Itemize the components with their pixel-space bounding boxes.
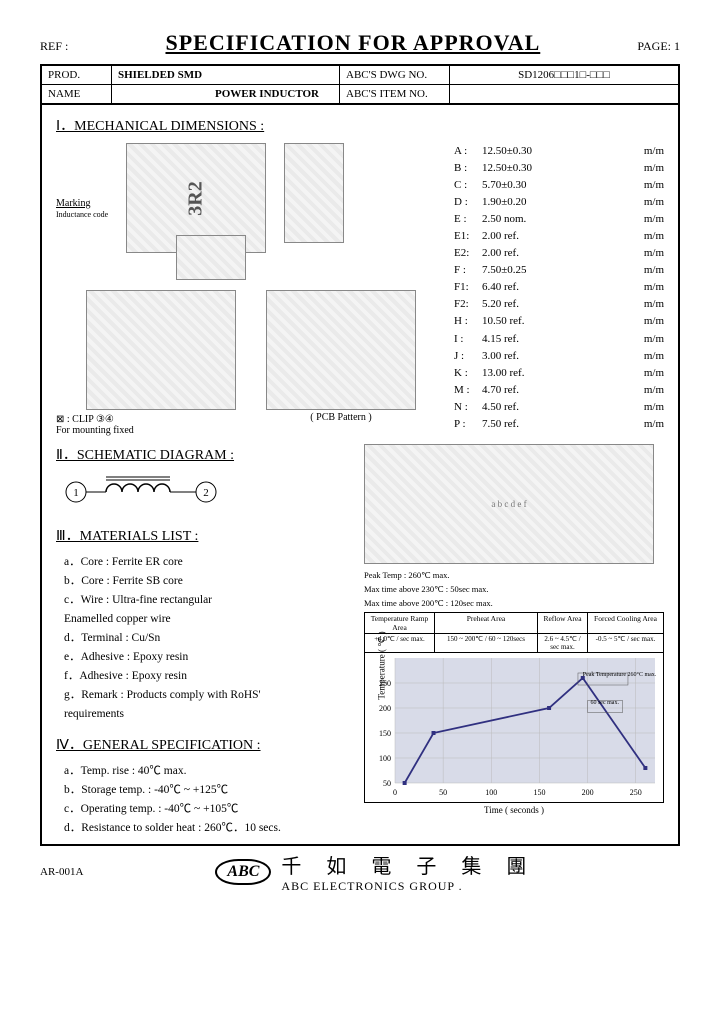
page-number: PAGE: 1 — [637, 39, 680, 54]
clip-label: ⊠ : CLIP ③④ — [56, 414, 114, 425]
mount-label: For mounting fixed — [56, 425, 134, 436]
form-code: AR-001A — [40, 866, 83, 878]
name-value: POWER INDUCTOR — [112, 84, 340, 103]
dimension-row: C : 5.70±0.30m/m — [454, 177, 664, 194]
dimension-row: F1: 6.40 ref.m/m — [454, 279, 664, 296]
svg-text:60 sec max.: 60 sec max. — [590, 700, 619, 706]
chart-zones-sub: +4.0℃ / sec max.150 ~ 200℃ / 60 ~ 120sec… — [364, 634, 664, 653]
prod-value: SHIELDED SMD — [112, 66, 340, 84]
list-item: g．Remark : Products comply with RoHS' — [56, 686, 344, 705]
dimension-row: I : 4.15 ref.m/m — [454, 331, 664, 348]
pcb-caption: ( PCB Pattern ) — [266, 412, 416, 423]
dimension-row: N : 4.50 ref.m/m — [454, 399, 664, 416]
list-item: a．Temp. rise : 40℃ max. — [56, 762, 344, 781]
company-logo-group: ABC 千 如 電 子 集 團 ABC ELECTRONICS GROUP . — [215, 850, 536, 894]
dimension-row: K :13.00 ref.m/m — [454, 365, 664, 382]
svg-text:200: 200 — [582, 788, 594, 797]
section-general-title: Ⅳ．GENERAL SPECIFICATION : — [56, 734, 344, 754]
dimension-row: D : 1.90±0.20m/m — [454, 194, 664, 211]
svg-text:2: 2 — [203, 487, 209, 499]
list-item: b．Core : Ferrite SB core — [56, 572, 344, 591]
svg-text:100: 100 — [485, 788, 497, 797]
logo-english: ABC ELECTRONICS GROUP . — [281, 879, 536, 894]
schematic-diagram: 1 2 — [56, 472, 256, 512]
reflow-chart: 50100150200250050100150200250Peak Temper… — [364, 653, 664, 803]
list-item: d．Terminal : Cu/Sn — [56, 629, 344, 648]
dimension-row: E1: 2.00 ref.m/m — [454, 228, 664, 245]
list-item: Enamelled copper wire — [56, 610, 344, 629]
dimension-row: M : 4.70 ref.m/m — [454, 382, 664, 399]
materials-list: a．Core : Ferrite ER coreb．Core : Ferrite… — [56, 553, 344, 724]
chart-note1: Peak Temp : 260℃ max. — [364, 570, 664, 581]
dwg-value: SD1206□□□1□-□□□ — [450, 66, 678, 84]
chart-ylabel: Temperature ( ℃ ) — [377, 631, 388, 699]
svg-text:150: 150 — [533, 788, 545, 797]
svg-text:250: 250 — [630, 788, 642, 797]
svg-text:Peak Temperature 260°C max.: Peak Temperature 260°C max. — [583, 671, 657, 678]
prod-label: PROD. — [42, 66, 112, 84]
dimension-row: E2: 2.00 ref.m/m — [454, 245, 664, 262]
svg-text:50: 50 — [439, 788, 447, 797]
marking-label: Marking — [56, 198, 90, 209]
mechanical-diagrams: 3R2 Marking Inductance code ⊠ — [56, 143, 438, 436]
page-title: SPECIFICATION FOR APPROVAL — [68, 30, 637, 56]
svg-text:50: 50 — [383, 779, 391, 788]
list-item: c．Wire : Ultra-fine rectangular — [56, 591, 344, 610]
logo-badge: ABC — [215, 859, 271, 885]
dimension-row: J : 3.00 ref.m/m — [454, 348, 664, 365]
svg-text:0: 0 — [393, 788, 397, 797]
marking-sublabel: Inductance code — [56, 210, 108, 219]
marking-text: 3R2 — [184, 181, 207, 215]
dimension-row: P : 7.50 ref.m/m — [454, 416, 664, 433]
section-mechanical-title: Ⅰ．MECHANICAL DIMENSIONS : — [56, 115, 664, 135]
list-item: c．Operating temp. : -40℃ ~ +105℃ — [56, 800, 344, 819]
item-label: ABC'S ITEM NO. — [340, 84, 450, 103]
right-figures: a b c d e f Peak Temp : 260℃ max. Max ti… — [364, 444, 664, 838]
dimension-row: F : 7.50±0.25m/m — [454, 262, 664, 279]
ref-label: REF : — [40, 39, 68, 54]
logo-chinese: 千 如 電 子 集 團 — [281, 850, 536, 879]
dimension-row: A :12.50±0.30m/m — [454, 143, 664, 160]
dimension-row: H :10.50 ref.m/m — [454, 313, 664, 330]
name-label: NAME — [42, 84, 112, 103]
spec-frame: PROD. SHIELDED SMD ABC'S DWG NO. SD1206□… — [40, 64, 680, 846]
svg-text:100: 100 — [379, 754, 391, 763]
svg-text:150: 150 — [379, 729, 391, 738]
chart-note3: Max time above 200℃ : 120sec max. — [364, 598, 664, 609]
general-spec-list: a．Temp. rise : 40℃ max.b．Storage temp. :… — [56, 762, 344, 838]
svg-text:200: 200 — [379, 704, 391, 713]
svg-text:1: 1 — [73, 487, 79, 499]
dwg-label: ABC'S DWG NO. — [340, 66, 450, 84]
dimension-row: B :12.50±0.30m/m — [454, 160, 664, 177]
header-table: PROD. SHIELDED SMD ABC'S DWG NO. SD1206□… — [42, 66, 678, 105]
dimensions-list: A :12.50±0.30m/mB :12.50±0.30m/mC : 5.70… — [454, 143, 664, 436]
section-materials-title: Ⅲ．MATERIALS LIST : — [56, 525, 344, 545]
dimension-row: F2: 5.20 ref.m/m — [454, 296, 664, 313]
item-value — [450, 84, 678, 103]
list-item: e．Adhesive : Epoxy resin — [56, 648, 344, 667]
section-schematic-title: Ⅱ．SCHEMATIC DIAGRAM : — [56, 444, 344, 464]
chart-note2: Max time above 230℃ : 50sec max. — [364, 584, 664, 595]
list-item: a．Core : Ferrite ER core — [56, 553, 344, 572]
list-item: b．Storage temp. : -40℃ ~ +125℃ — [56, 781, 344, 800]
dimension-row: E : 2.50 nom.m/m — [454, 211, 664, 228]
list-item: requirements — [56, 705, 344, 724]
chart-xlabel: Time ( seconds ) — [364, 805, 664, 815]
chart-zones: Temperature Ramp AreaPreheat AreaReflow … — [364, 612, 664, 634]
list-item: d．Resistance to solder heat : 260℃．10 se… — [56, 819, 344, 838]
list-item: f．Adhesive : Epoxy resin — [56, 667, 344, 686]
